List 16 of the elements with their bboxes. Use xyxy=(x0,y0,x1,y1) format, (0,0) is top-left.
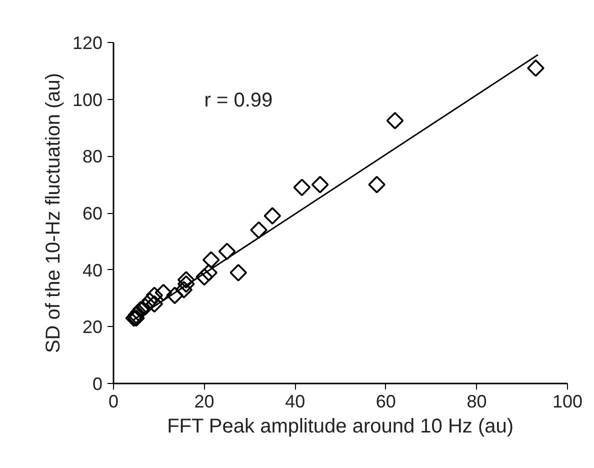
x-tick-label: 0 xyxy=(108,392,119,412)
x-tick-label: 80 xyxy=(466,392,487,412)
y-tick-label: 20 xyxy=(82,317,103,338)
x-tick-label: 20 xyxy=(194,392,214,412)
annotation: r = 0.99 xyxy=(204,89,273,112)
x-tick-label: 100 xyxy=(552,392,583,412)
x-tick-label: 40 xyxy=(285,392,306,412)
y-tick-label: 100 xyxy=(72,90,103,110)
y-tick-label: 80 xyxy=(82,146,103,167)
x-tick-label: 60 xyxy=(376,392,396,412)
y-axis-title: SD of the 10-Hz fluctuation (au) xyxy=(42,72,64,354)
y-tick-label: 120 xyxy=(72,33,103,53)
y-tick-label: 60 xyxy=(82,204,103,224)
y-tick-label: 40 xyxy=(82,260,103,280)
y-tick-label: 0 xyxy=(92,374,103,394)
x-axis-title: FFT Peak amplitude around 10 Hz (au) xyxy=(167,416,514,438)
